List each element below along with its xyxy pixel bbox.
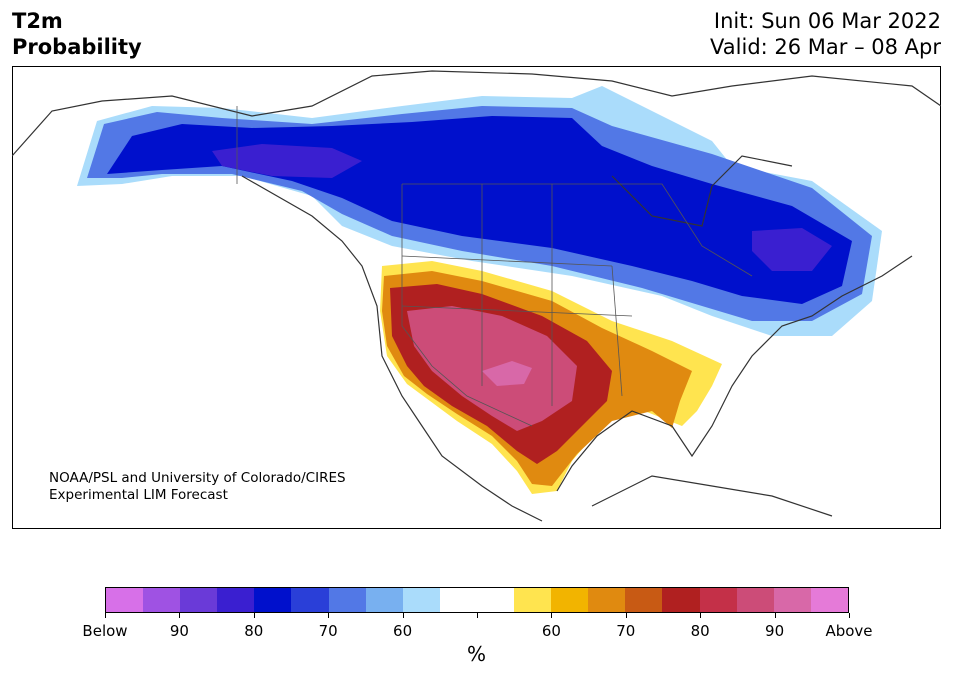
colorbar-tick-label: Above — [825, 622, 873, 640]
colorbar-tickmark — [774, 613, 776, 618]
colorbar-tickmark — [328, 613, 330, 618]
probability-map — [12, 66, 941, 529]
valid-range: Valid: 26 Mar – 08 Apr — [710, 35, 941, 59]
colorbar-tickmark — [625, 613, 627, 618]
credit-line-1: NOAA/PSL and University of Colorado/CIRE… — [49, 470, 346, 486]
colorbar-swatch — [291, 588, 329, 612]
colorbar-tick-label: 80 — [244, 622, 264, 640]
title-line-1: T2m — [12, 9, 63, 33]
colorbar-tick-label: 70 — [318, 622, 338, 640]
colorbar-swatch — [736, 588, 774, 612]
colorbar-swatch — [402, 588, 440, 612]
colorbar-tick-label: 70 — [616, 622, 636, 640]
colorbar-swatch — [551, 588, 589, 612]
colorbar-tick-label: 60 — [541, 622, 561, 640]
colorbar-unit: % — [467, 642, 487, 666]
colorbar-tick-label: Below — [82, 622, 128, 640]
colorbar-tickmark — [105, 613, 106, 618]
colorbar-swatch — [254, 588, 292, 612]
colorbar-swatch — [180, 588, 218, 612]
colorbar-tick-label: 90 — [765, 622, 785, 640]
colorbar-swatch — [365, 588, 403, 612]
colorbar-tickmark — [402, 613, 404, 618]
credit-line-2: Experimental LIM Forecast — [49, 487, 228, 503]
colorbar-swatch — [143, 588, 181, 612]
colorbar-swatch — [810, 588, 848, 612]
colorbar-tickmark — [179, 613, 181, 618]
political-borders — [236, 106, 753, 427]
colorbar-swatch — [773, 588, 811, 612]
colorbar-tickmark — [849, 613, 850, 618]
credit-text: NOAA/PSL and University of Colorado/CIRE… — [49, 470, 346, 504]
colorbar-swatch — [514, 588, 552, 612]
colorbar-swatch — [625, 588, 663, 612]
above-normal-region — [380, 261, 722, 494]
colorbar-swatch — [106, 588, 144, 612]
colorbar-swatch — [662, 588, 700, 612]
map-title: T2m Probability — [12, 8, 142, 60]
colorbar-tickmark — [253, 613, 255, 618]
colorbar-swatch — [699, 588, 737, 612]
below-normal-region — [77, 86, 882, 336]
colorbar-tick-label: 80 — [690, 622, 710, 640]
title-line-2: Probability — [12, 35, 142, 59]
colorbar-swatch — [588, 588, 626, 612]
colorbar-tickmark — [551, 613, 553, 618]
colorbar-swatch — [439, 588, 477, 612]
colorbar-swatch — [476, 588, 515, 612]
colorbar-tick-label: 90 — [169, 622, 189, 640]
colorbar-tickmark — [700, 613, 702, 618]
coastlines — [12, 70, 941, 522]
forecast-dates: Init: Sun 06 Mar 2022 Valid: 26 Mar – 08… — [710, 8, 941, 60]
colorbar-tick-label: 60 — [393, 622, 413, 640]
below-90-contour — [212, 144, 832, 271]
colorbar-swatch — [217, 588, 255, 612]
above-max-contour — [482, 361, 532, 386]
init-date: Init: Sun 06 Mar 2022 — [713, 9, 941, 33]
colorbar — [105, 587, 849, 613]
colorbar-swatch — [328, 588, 366, 612]
colorbar-tickmark — [477, 613, 478, 618]
